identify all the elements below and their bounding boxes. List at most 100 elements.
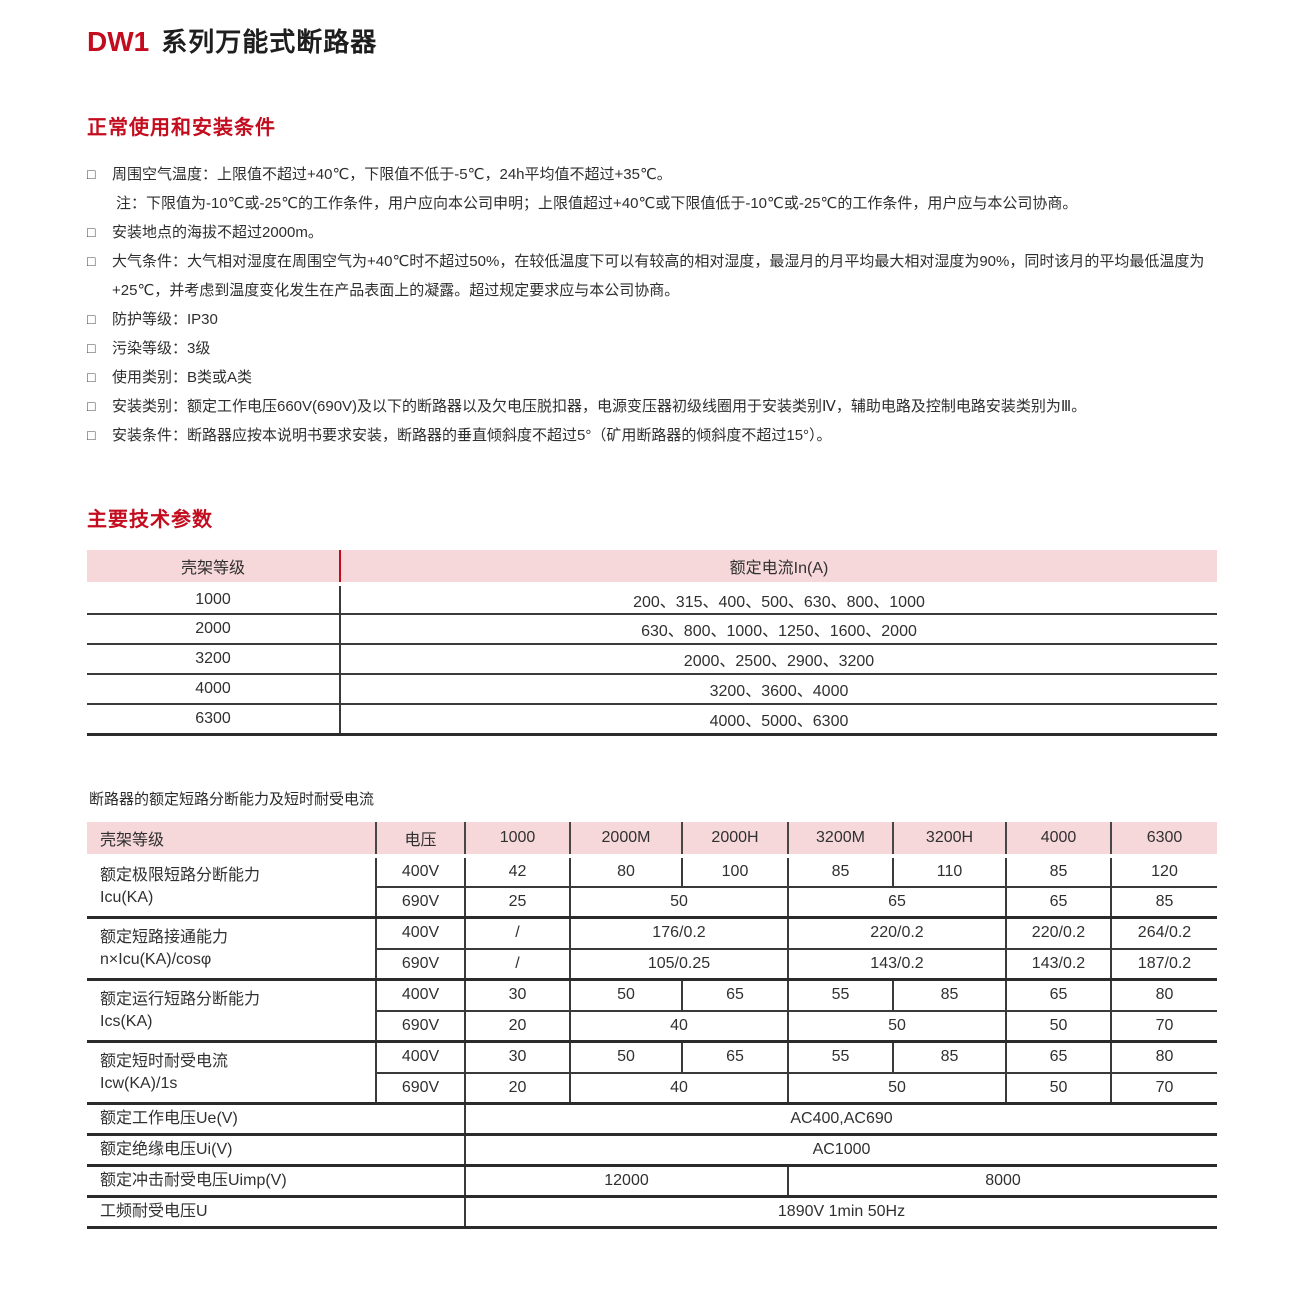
frame-cell: 6300 bbox=[87, 703, 340, 736]
column-header-6300: 6300 bbox=[1110, 821, 1217, 858]
currents-cell: 2000、2500、2900、3200 bbox=[339, 643, 1217, 674]
breaking-capacity-table: 壳架等级 电压 1000 2000M 2000H 3200M 3200H 400… bbox=[87, 821, 1217, 1229]
square-bullet-icon: □ bbox=[87, 398, 96, 414]
value-cell: 65 bbox=[681, 1040, 788, 1073]
value-cell: 85 bbox=[892, 978, 1006, 1011]
value-cell: 50 bbox=[569, 1040, 682, 1073]
value-cell: 55 bbox=[787, 1040, 893, 1073]
value-cell: 40 bbox=[569, 1009, 788, 1042]
value-cell: 42 bbox=[464, 855, 570, 887]
column-header-frame: 壳架等级 bbox=[87, 821, 376, 858]
product-model: DW1 bbox=[87, 26, 150, 57]
list-item: □ 安装类别：额定工作电压660V(690V)及以下的断路器以及欠电压脱扣器，电… bbox=[87, 392, 1215, 421]
row-label-icw: 额定短时耐受电流 Icw(KA)/1s bbox=[87, 1040, 377, 1104]
list-item: □ 污染等级：3级 bbox=[87, 334, 1215, 363]
value-cell: 85 bbox=[1110, 885, 1217, 918]
page-title: DW1 系列万能式断路器 bbox=[87, 26, 1215, 58]
value-cell: 65 bbox=[787, 885, 1006, 918]
value-cell: 143/0.2 bbox=[787, 947, 1006, 980]
value-cell: / bbox=[464, 916, 570, 949]
square-bullet-icon: □ bbox=[87, 311, 96, 327]
ics-690v-row: 690V 20 40 50 50 70 bbox=[87, 1009, 1217, 1042]
value-cell: 100 bbox=[681, 855, 788, 887]
table-row: 2000 630、800、1000、1250、1600、2000 bbox=[87, 613, 1217, 644]
column-header-3200h: 3200H bbox=[892, 821, 1006, 858]
value-cell: 65 bbox=[681, 978, 788, 1011]
section-heading-usage: 正常使用和安装条件 bbox=[87, 117, 276, 139]
value-cell: 85 bbox=[892, 1040, 1006, 1073]
value-cell: 50 bbox=[1005, 1071, 1111, 1104]
value-cell: 25 bbox=[464, 885, 570, 918]
value-cell: 110 bbox=[892, 855, 1006, 887]
frame-cell: 2000 bbox=[87, 613, 340, 644]
column-header-4000: 4000 bbox=[1005, 821, 1111, 858]
column-header-rated-current: 额定电流In(A) bbox=[339, 550, 1217, 586]
making-690v-row: 690V / 105/0.25 143/0.2 143/0.2 187/0.2 bbox=[87, 947, 1217, 980]
voltage-cell: 400V bbox=[375, 978, 465, 1011]
value-cell: 105/0.25 bbox=[569, 947, 788, 980]
power-frequency-row: 工频耐受电压U 1890V 1min 50Hz bbox=[87, 1195, 1217, 1229]
voltage-cell: 690V bbox=[376, 1071, 465, 1104]
value-cell: 30 bbox=[464, 978, 570, 1011]
value-cell: 143/0.2 bbox=[1005, 947, 1111, 980]
value-cell: 220/0.2 bbox=[1005, 916, 1111, 949]
uimp-row: 额定冲击耐受电压Uimp(V) 12000 8000 bbox=[87, 1164, 1217, 1197]
icw-690v-row: 690V 20 40 50 50 70 bbox=[87, 1071, 1217, 1104]
row-label-making-capacity: 额定短路接通能力 n×Icu(KA)/cosφ bbox=[87, 916, 377, 980]
making-400v-row: 额定短路接通能力 n×Icu(KA)/cosφ 400V / 176/0.2 2… bbox=[87, 916, 1217, 980]
ue-row: 额定工作电压Ue(V) AC400,AC690 bbox=[87, 1102, 1217, 1135]
value-cell: / bbox=[464, 947, 570, 980]
icw-400v-row: 额定短时耐受电流 Icw(KA)/1s 400V 30 50 65 55 85 … bbox=[87, 1040, 1217, 1104]
table-row: 3200 2000、2500、2900、3200 bbox=[87, 643, 1217, 674]
column-header-3200m: 3200M bbox=[787, 821, 893, 858]
value-cell: 50 bbox=[1005, 1009, 1111, 1042]
list-item-text: 大气条件：大气相对湿度在周围空气为+40℃时不超过50%，在较低温度下可以有较高… bbox=[112, 253, 1205, 299]
row-label-ics: 额定运行短路分断能力 Ics(KA) bbox=[87, 978, 377, 1042]
value-cell: 70 bbox=[1110, 1009, 1217, 1042]
icu-400v-row: 额定极限短路分断能力 Icu(KA) 400V 42 80 100 85 110… bbox=[87, 855, 1217, 918]
currents-cell: 3200、3600、4000 bbox=[339, 673, 1217, 704]
value-cell: 70 bbox=[1110, 1071, 1217, 1104]
value-cell: 65 bbox=[1005, 885, 1111, 918]
voltage-cell: 690V bbox=[376, 1009, 465, 1042]
list-item-text: 安装条件：断路器应按本说明书要求安装，断路器的垂直倾斜度不超过5°（矿用断路器的… bbox=[112, 427, 832, 444]
row-label-power-frequency: 工频耐受电压U bbox=[87, 1195, 466, 1229]
square-bullet-icon: □ bbox=[87, 340, 96, 356]
value-cell: 65 bbox=[1005, 1040, 1111, 1073]
value-cell: 40 bbox=[569, 1071, 788, 1104]
ics-400v-row: 额定运行短路分断能力 Ics(KA) 400V 30 50 65 55 85 6… bbox=[87, 978, 1217, 1042]
value-cell: 12000 bbox=[464, 1164, 788, 1197]
row-label-icu: 额定极限短路分断能力 Icu(KA) bbox=[87, 855, 377, 918]
square-bullet-icon: □ bbox=[87, 369, 96, 385]
value-cell: 80 bbox=[569, 855, 682, 887]
value-cell: 20 bbox=[464, 1071, 570, 1104]
value-cell: 176/0.2 bbox=[569, 916, 788, 949]
value-cell: 220/0.2 bbox=[787, 916, 1006, 949]
frame-rated-current-table: 壳架等级 额定电流In(A) 1000 200、315、400、500、630、… bbox=[87, 550, 1217, 736]
datasheet-page: DW1 系列万能式断路器 正常使用和安装条件 □ 周围空气温度：上限值不超过+40… bbox=[87, 26, 1217, 1229]
breaking-table-caption: 断路器的额定短路分断能力及短时耐受电流 bbox=[89, 790, 375, 808]
square-bullet-icon: □ bbox=[87, 166, 96, 182]
voltage-cell: 690V bbox=[376, 885, 465, 918]
column-header-2000m: 2000M bbox=[569, 821, 682, 858]
value-cell: 1890V 1min 50Hz bbox=[464, 1195, 1217, 1229]
column-header-voltage: 电压 bbox=[375, 821, 465, 858]
table-row: 1000 200、315、400、500、630、800、1000 bbox=[87, 584, 1217, 614]
value-cell: 85 bbox=[787, 855, 893, 887]
square-bullet-icon: □ bbox=[87, 253, 96, 269]
product-name: 系列万能式断路器 bbox=[161, 27, 378, 57]
value-cell: 20 bbox=[464, 1009, 570, 1042]
value-cell: 80 bbox=[1110, 1040, 1217, 1073]
icu-690v-row: 690V 25 50 65 65 85 bbox=[87, 885, 1217, 918]
list-item-text: 周围空气温度：上限值不超过+40℃，下限值不低于-5℃，24h平均值不超过+35… bbox=[112, 166, 672, 183]
voltage-cell: 690V bbox=[376, 947, 465, 980]
list-item-text: 使用类别：B类或A类 bbox=[112, 369, 253, 386]
value-cell: 50 bbox=[569, 885, 788, 918]
square-bullet-icon: □ bbox=[87, 427, 96, 443]
column-header-1000: 1000 bbox=[464, 821, 570, 858]
value-cell: 120 bbox=[1110, 855, 1217, 887]
value-cell: 264/0.2 bbox=[1110, 916, 1217, 949]
list-item: □ 安装条件：断路器应按本说明书要求安装，断路器的垂直倾斜度不超过5°（矿用断路… bbox=[87, 421, 1215, 450]
table-header-row: 壳架等级 电压 1000 2000M 2000H 3200M 3200H 400… bbox=[87, 821, 1217, 858]
list-item-text: 安装地点的海拔不超过2000m。 bbox=[112, 224, 323, 241]
